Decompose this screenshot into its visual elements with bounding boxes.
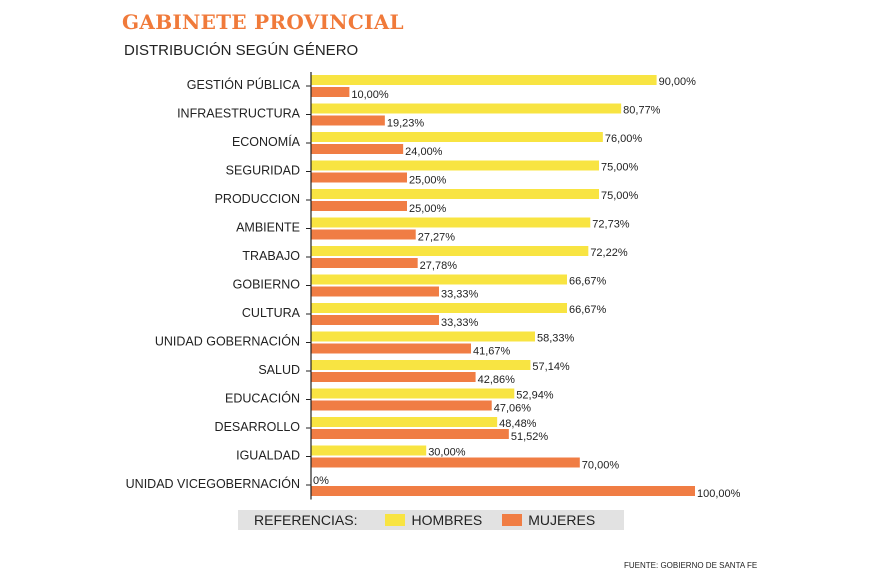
data-label-hombres: 66,67% (569, 304, 607, 316)
bar-mujeres (311, 87, 350, 97)
data-label-mujeres: 25,00% (409, 203, 447, 215)
category-label: CULTURA (242, 306, 301, 320)
data-label-mujeres: 33,33% (441, 289, 479, 301)
bar-mujeres (311, 172, 407, 183)
data-label-mujeres: 27,27% (418, 232, 456, 244)
category-label: UNIDAD VICEGOBERNACIÓN (126, 476, 300, 491)
data-label-hombres: 30,00% (428, 447, 466, 459)
bar-hombres (311, 417, 498, 427)
data-label-mujeres: 25,00% (409, 175, 447, 187)
bar-hombres (311, 331, 535, 342)
data-label-mujeres: 10,00% (351, 89, 389, 101)
category-label: ECONOMÍA (232, 134, 301, 149)
chart-title: GABINETE PROVINCIAL (122, 10, 404, 34)
category-label: IGUALDAD (236, 449, 300, 463)
category-label: DESARROLLO (215, 420, 301, 434)
category-label: TRABAJO (242, 249, 300, 263)
data-label-mujeres: 41,67% (473, 346, 511, 358)
legend-label: REFERENCIAS: (254, 512, 358, 528)
category-label: PRODUCCION (215, 192, 300, 206)
bar-hombres (311, 217, 591, 228)
legend-swatch-hombres (385, 514, 406, 526)
bar-mujeres (311, 372, 476, 382)
data-label-mujeres: 100,00% (697, 488, 741, 500)
bar-mujeres (311, 486, 695, 496)
data-label-mujeres: 51,52% (511, 431, 549, 443)
data-label-hombres: 80,77% (623, 105, 661, 117)
data-label-mujeres: 24,00% (405, 146, 443, 158)
category-label: SEGURIDAD (226, 164, 300, 178)
category-label: UNIDAD GOBERNACIÓN (155, 334, 300, 349)
legend-swatch-mujeres (502, 514, 523, 526)
data-label-mujeres: 27,78% (420, 260, 458, 272)
data-label-hombres: 75,00% (601, 162, 639, 174)
data-label-hombres: 0% (313, 475, 329, 487)
legend-item-hombres: HOMBRES (385, 512, 482, 528)
bar-hombres (311, 388, 515, 399)
bar-mujeres (311, 144, 404, 154)
bar-hombres (311, 103, 622, 114)
legend: REFERENCIAS: HOMBRES MUJERES (238, 510, 624, 530)
legend-text-hombres: HOMBRES (411, 512, 483, 528)
bar-hombres (311, 132, 603, 142)
category-label: GOBIERNO (233, 278, 301, 292)
bar-mujeres (311, 315, 439, 325)
data-label-hombres: 72,22% (590, 247, 628, 259)
legend-item-mujeres: MUJERES (502, 512, 595, 528)
bar-mujeres (311, 400, 492, 411)
bar-hombres (311, 303, 568, 313)
category-label: GESTIÓN PÚBLICA (187, 77, 301, 92)
bar-mujeres (311, 115, 385, 126)
data-label-hombres: 57,14% (532, 361, 570, 373)
bar-hombres (311, 445, 427, 456)
bar-hombres (311, 160, 599, 171)
data-label-hombres: 75,00% (601, 190, 639, 202)
category-label: AMBIENTE (236, 221, 300, 235)
bar-mujeres (311, 229, 416, 240)
data-label-mujeres: 70,00% (582, 460, 620, 472)
data-label-hombres: 72,73% (592, 219, 630, 231)
data-label-mujeres: 33,33% (441, 317, 479, 329)
bar-mujeres (311, 201, 407, 211)
data-label-hombres: 66,67% (569, 276, 607, 288)
bar-hombres (311, 360, 531, 370)
data-label-hombres: 76,00% (605, 133, 643, 145)
data-label-hombres: 48,48% (499, 418, 537, 430)
source-note: FUENTE: GOBIERNO DE SANTA FE (624, 561, 758, 570)
bar-mujeres (311, 343, 472, 354)
data-label-hombres: 90,00% (659, 76, 697, 88)
bar-mujeres (311, 258, 418, 268)
category-label: INFRAESTRUCTURA (177, 107, 301, 121)
bar-mujeres (311, 457, 580, 468)
data-label-hombres: 52,94% (516, 390, 554, 402)
bar-hombres (311, 75, 657, 85)
data-label-mujeres: 42,86% (478, 374, 516, 386)
bar-hombres (311, 246, 589, 256)
chart-subtitle: DISTRIBUCIÓN SEGÚN GÉNERO (124, 42, 359, 59)
bar-mujeres (311, 429, 509, 439)
bar-hombres (311, 274, 568, 285)
legend-text-mujeres: MUJERES (528, 512, 596, 528)
data-label-mujeres: 19,23% (387, 118, 425, 130)
data-label-mujeres: 47,06% (494, 403, 532, 415)
data-label-hombres: 58,33% (537, 333, 575, 345)
bar-hombres (311, 189, 599, 199)
category-label: EDUCACIÓN (225, 391, 300, 406)
category-label: SALUD (258, 363, 300, 377)
bar-mujeres (311, 286, 439, 297)
